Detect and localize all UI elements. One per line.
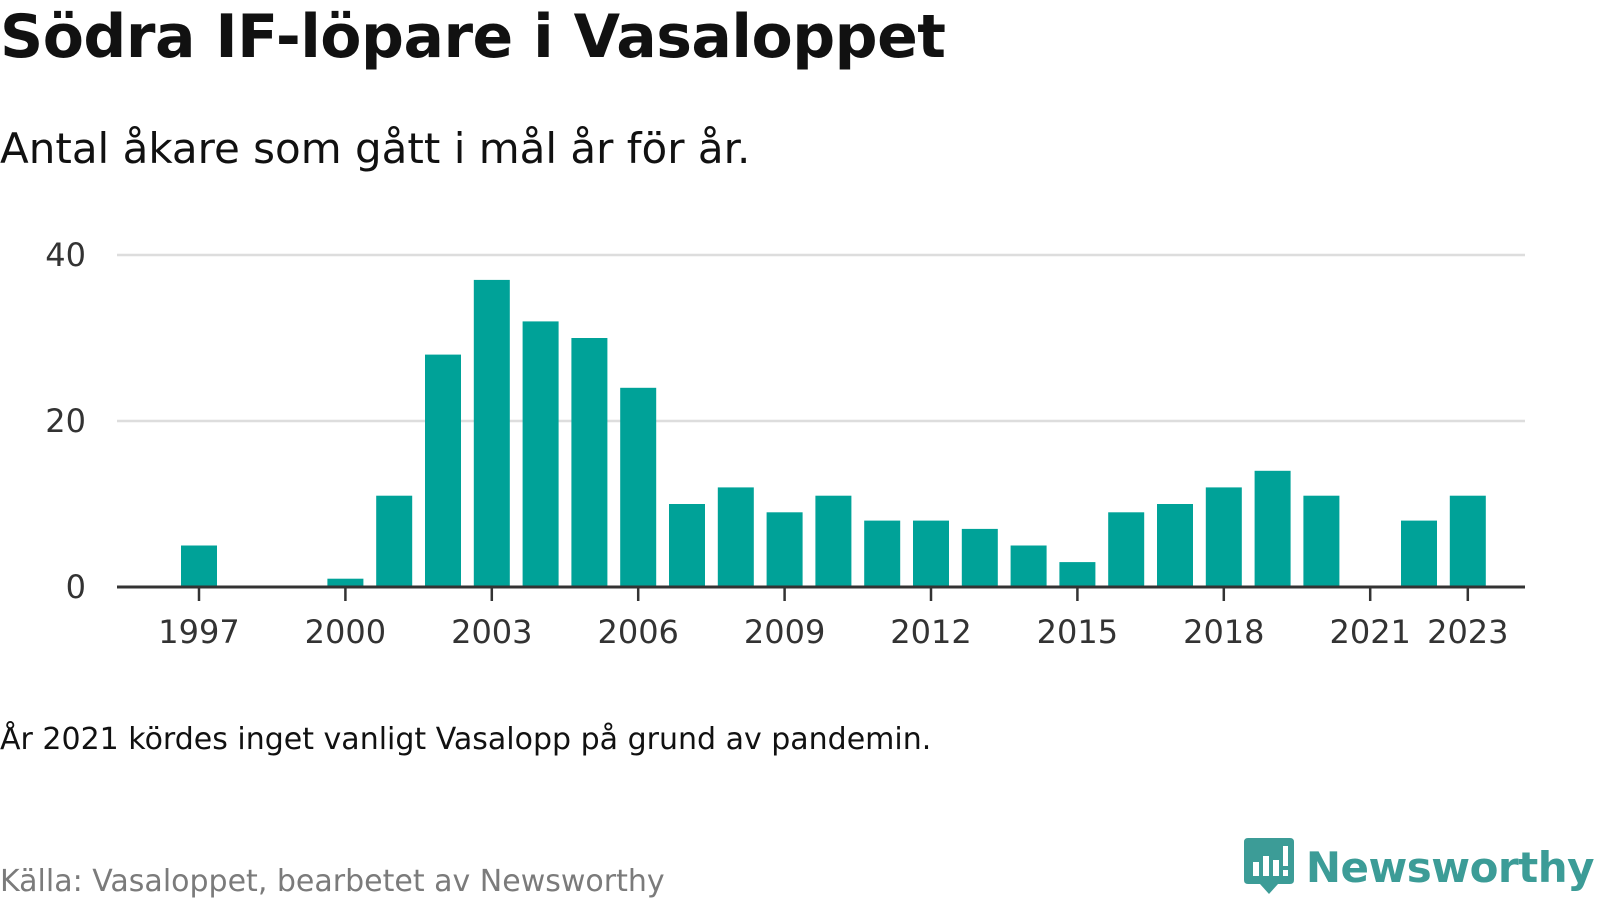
x-tick-label: 2000	[305, 613, 386, 651]
x-axis-ticks: 1997 2000 2003 2006 2009 2012 2015 2018 2021 2023	[158, 587, 1509, 651]
bar-2008	[717, 487, 754, 587]
bar-2022	[1401, 520, 1437, 587]
bar-2017	[1157, 504, 1193, 587]
bar-2004	[522, 321, 559, 587]
x-tick-label: 2021	[1329, 613, 1410, 651]
x-tick-label: 2018	[1183, 613, 1264, 651]
x-tick-label: 2003	[451, 613, 532, 651]
bar-2023	[1449, 495, 1486, 587]
bar-2000	[327, 578, 364, 587]
chart-speech-bubble-icon	[1243, 838, 1294, 894]
bar-2018	[1205, 487, 1242, 587]
bar-2014	[1010, 545, 1047, 587]
y-tick-label: 20	[45, 402, 86, 440]
chart-title: Södra IF-löpare i Vasaloppet	[0, 2, 946, 72]
x-tick-label: 2006	[597, 613, 678, 651]
x-tick-label: 2012	[890, 613, 971, 651]
bar-2010	[815, 495, 852, 587]
y-axis-ticks: 0 20 40	[45, 236, 86, 606]
x-tick-label: 2015	[1037, 613, 1118, 651]
bar-2006	[620, 387, 657, 587]
bar-2003	[473, 279, 510, 587]
x-tick-label: 2009	[744, 613, 825, 651]
y-tick-label: 40	[45, 236, 86, 274]
bars	[181, 279, 1486, 587]
gridlines	[117, 253, 1525, 423]
bar-2012	[913, 520, 949, 587]
bar-2011	[864, 520, 901, 587]
bar-2001	[376, 495, 413, 587]
bar-2009	[766, 512, 803, 587]
bar-2015	[1059, 562, 1096, 587]
bar-2005	[571, 338, 608, 587]
x-tick-label: 1997	[158, 613, 239, 651]
bar-1997	[181, 545, 217, 587]
chart-subtitle: Antal åkare som gått i mål år för år.	[0, 124, 751, 173]
source-text: Källa: Vasaloppet, bearbetet av Newswort…	[0, 864, 665, 899]
x-tick-label: 2023	[1427, 613, 1508, 651]
bar-2020	[1303, 495, 1340, 587]
chart-note: År 2021 kördes inget vanligt Vasalopp på…	[0, 722, 932, 757]
logo-text: Newsworthy	[1305, 842, 1595, 892]
bar-2019	[1254, 470, 1291, 587]
bar-2013	[961, 528, 998, 587]
newsworthy-logo[interactable]: Newsworthy	[1243, 838, 1595, 896]
bar-2016	[1108, 512, 1145, 587]
bar-2002	[425, 354, 461, 587]
bar-2007	[669, 504, 705, 587]
y-tick-label: 0	[66, 568, 86, 606]
